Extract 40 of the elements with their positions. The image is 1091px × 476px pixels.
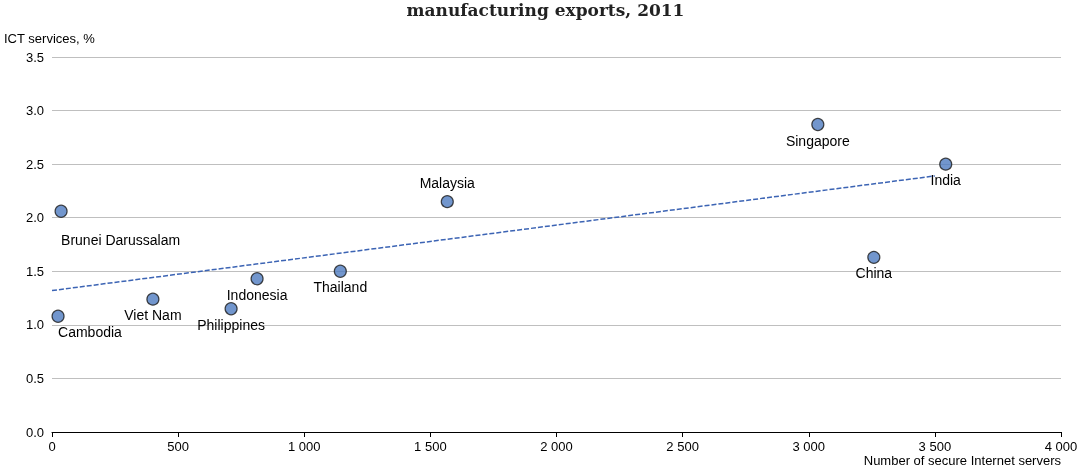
point <box>146 292 160 306</box>
annotation: Malaysia <box>419 174 476 191</box>
x-tick-label: 3 000 <box>792 439 826 454</box>
point <box>440 195 454 209</box>
x-tick-label: 4 000 <box>1044 439 1078 454</box>
point <box>867 250 881 264</box>
y-tick-label: 3.0 <box>25 103 44 119</box>
annotation: China <box>855 265 893 282</box>
point <box>939 157 953 171</box>
x-tick-label: 2 500 <box>666 439 699 454</box>
point <box>250 272 264 286</box>
point <box>811 117 825 132</box>
point <box>333 264 347 278</box>
point <box>54 204 68 218</box>
x-tick-label: 3 500 <box>918 439 952 454</box>
y-axis-title: ICT services, % <box>4 31 96 46</box>
point <box>51 309 65 323</box>
annotation: India <box>930 172 962 189</box>
annotation: Philippines <box>197 316 265 333</box>
y-tick-label: 0.0 <box>25 424 44 440</box>
annotation: Viet Nam <box>124 307 182 324</box>
x-tick-label: 2 000 <box>540 439 573 454</box>
annotation: Indonesia <box>226 286 288 303</box>
y-tick-label: 1.0 <box>25 317 44 333</box>
x-tick-label: 1 500 <box>414 439 447 454</box>
annotation: Cambodia <box>58 324 123 341</box>
point <box>224 302 238 316</box>
x-tick-label: 1 000 <box>287 439 321 454</box>
x-tick-label: 500 <box>167 439 189 454</box>
y-tick-label: 3.5 <box>25 49 44 65</box>
annotation: Thailand <box>313 279 368 296</box>
y-tick-label: 2.0 <box>25 210 44 226</box>
chart-title: manufacturing exports, 2011 <box>406 0 685 20</box>
y-tick-label: 0.5 <box>25 370 44 386</box>
annotation: Singapore <box>785 132 850 149</box>
x-axis-title: Number of secure Internet servers <box>863 453 1062 468</box>
annotation: Brunei Darussalam <box>61 232 181 249</box>
y-tick-label: 1.5 <box>25 263 44 279</box>
x-tick-label: 0 <box>48 439 56 454</box>
y-tick-label: 2.5 <box>25 156 44 172</box>
